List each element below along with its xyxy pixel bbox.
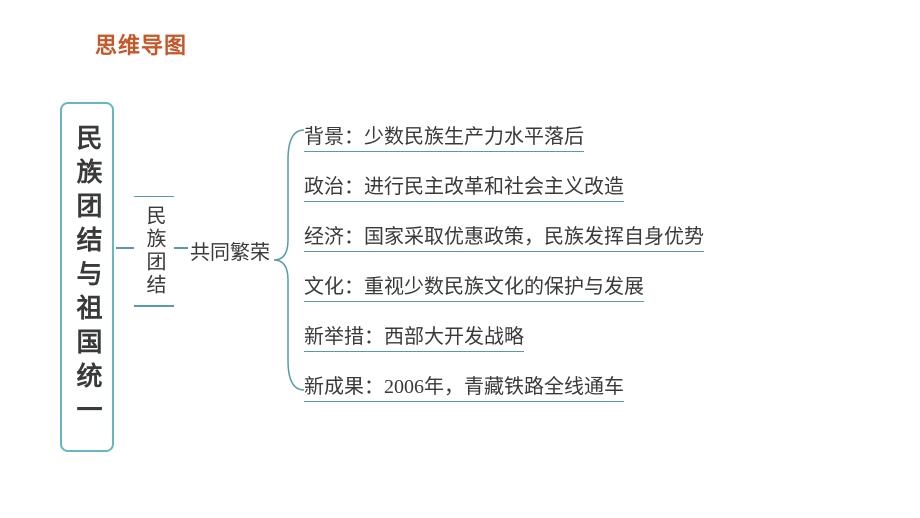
branch-item-1: 政治：进行民主改革和社会主义改造 xyxy=(304,170,624,202)
branch-label: 新举措： xyxy=(304,326,384,348)
branch-label: 政治： xyxy=(304,176,364,198)
connector-l2-to-l3 xyxy=(174,247,188,249)
level2-text: 民族团结 xyxy=(144,205,164,297)
branch-content: 进行民主改革和社会主义改造 xyxy=(364,176,624,198)
connector-root-to-l2 xyxy=(116,247,134,249)
branch-content: 国家采取优惠政策，民族发挥自身优势 xyxy=(364,226,704,248)
branch-label: 新成果： xyxy=(304,376,384,398)
level3-label: 共同繁荣 xyxy=(190,236,270,265)
branch-item-4: 新举措：西部大开发战略 xyxy=(304,320,524,352)
branch-content: 重视少数民族文化的保护与发展 xyxy=(364,276,644,298)
l2-border-bottom xyxy=(134,306,174,307)
branch-content: 2006年，青藏铁路全线通车 xyxy=(384,376,624,398)
branch-item-5: 新成果：2006年，青藏铁路全线通车 xyxy=(304,370,624,402)
root-text: 民族团结与祖国统一 xyxy=(74,124,100,430)
branch-label: 经济： xyxy=(304,226,364,248)
branch-label: 文化： xyxy=(304,276,364,298)
branch-content: 少数民族生产力水平落后 xyxy=(364,126,584,148)
page-title: 思维导图 xyxy=(95,28,187,60)
root-node: 民族团结与祖国统一 xyxy=(60,102,114,452)
bracket-icon xyxy=(274,120,304,400)
branch-label: 背景： xyxy=(304,126,364,148)
branch-item-2: 经济：国家采取优惠政策，民族发挥自身优势 xyxy=(304,220,704,252)
branch-item-0: 背景：少数民族生产力水平落后 xyxy=(304,120,584,152)
branch-content: 西部大开发战略 xyxy=(384,326,524,348)
level2-node: 民族团结 xyxy=(134,196,174,306)
branch-item-3: 文化：重视少数民族文化的保护与发展 xyxy=(304,270,644,302)
